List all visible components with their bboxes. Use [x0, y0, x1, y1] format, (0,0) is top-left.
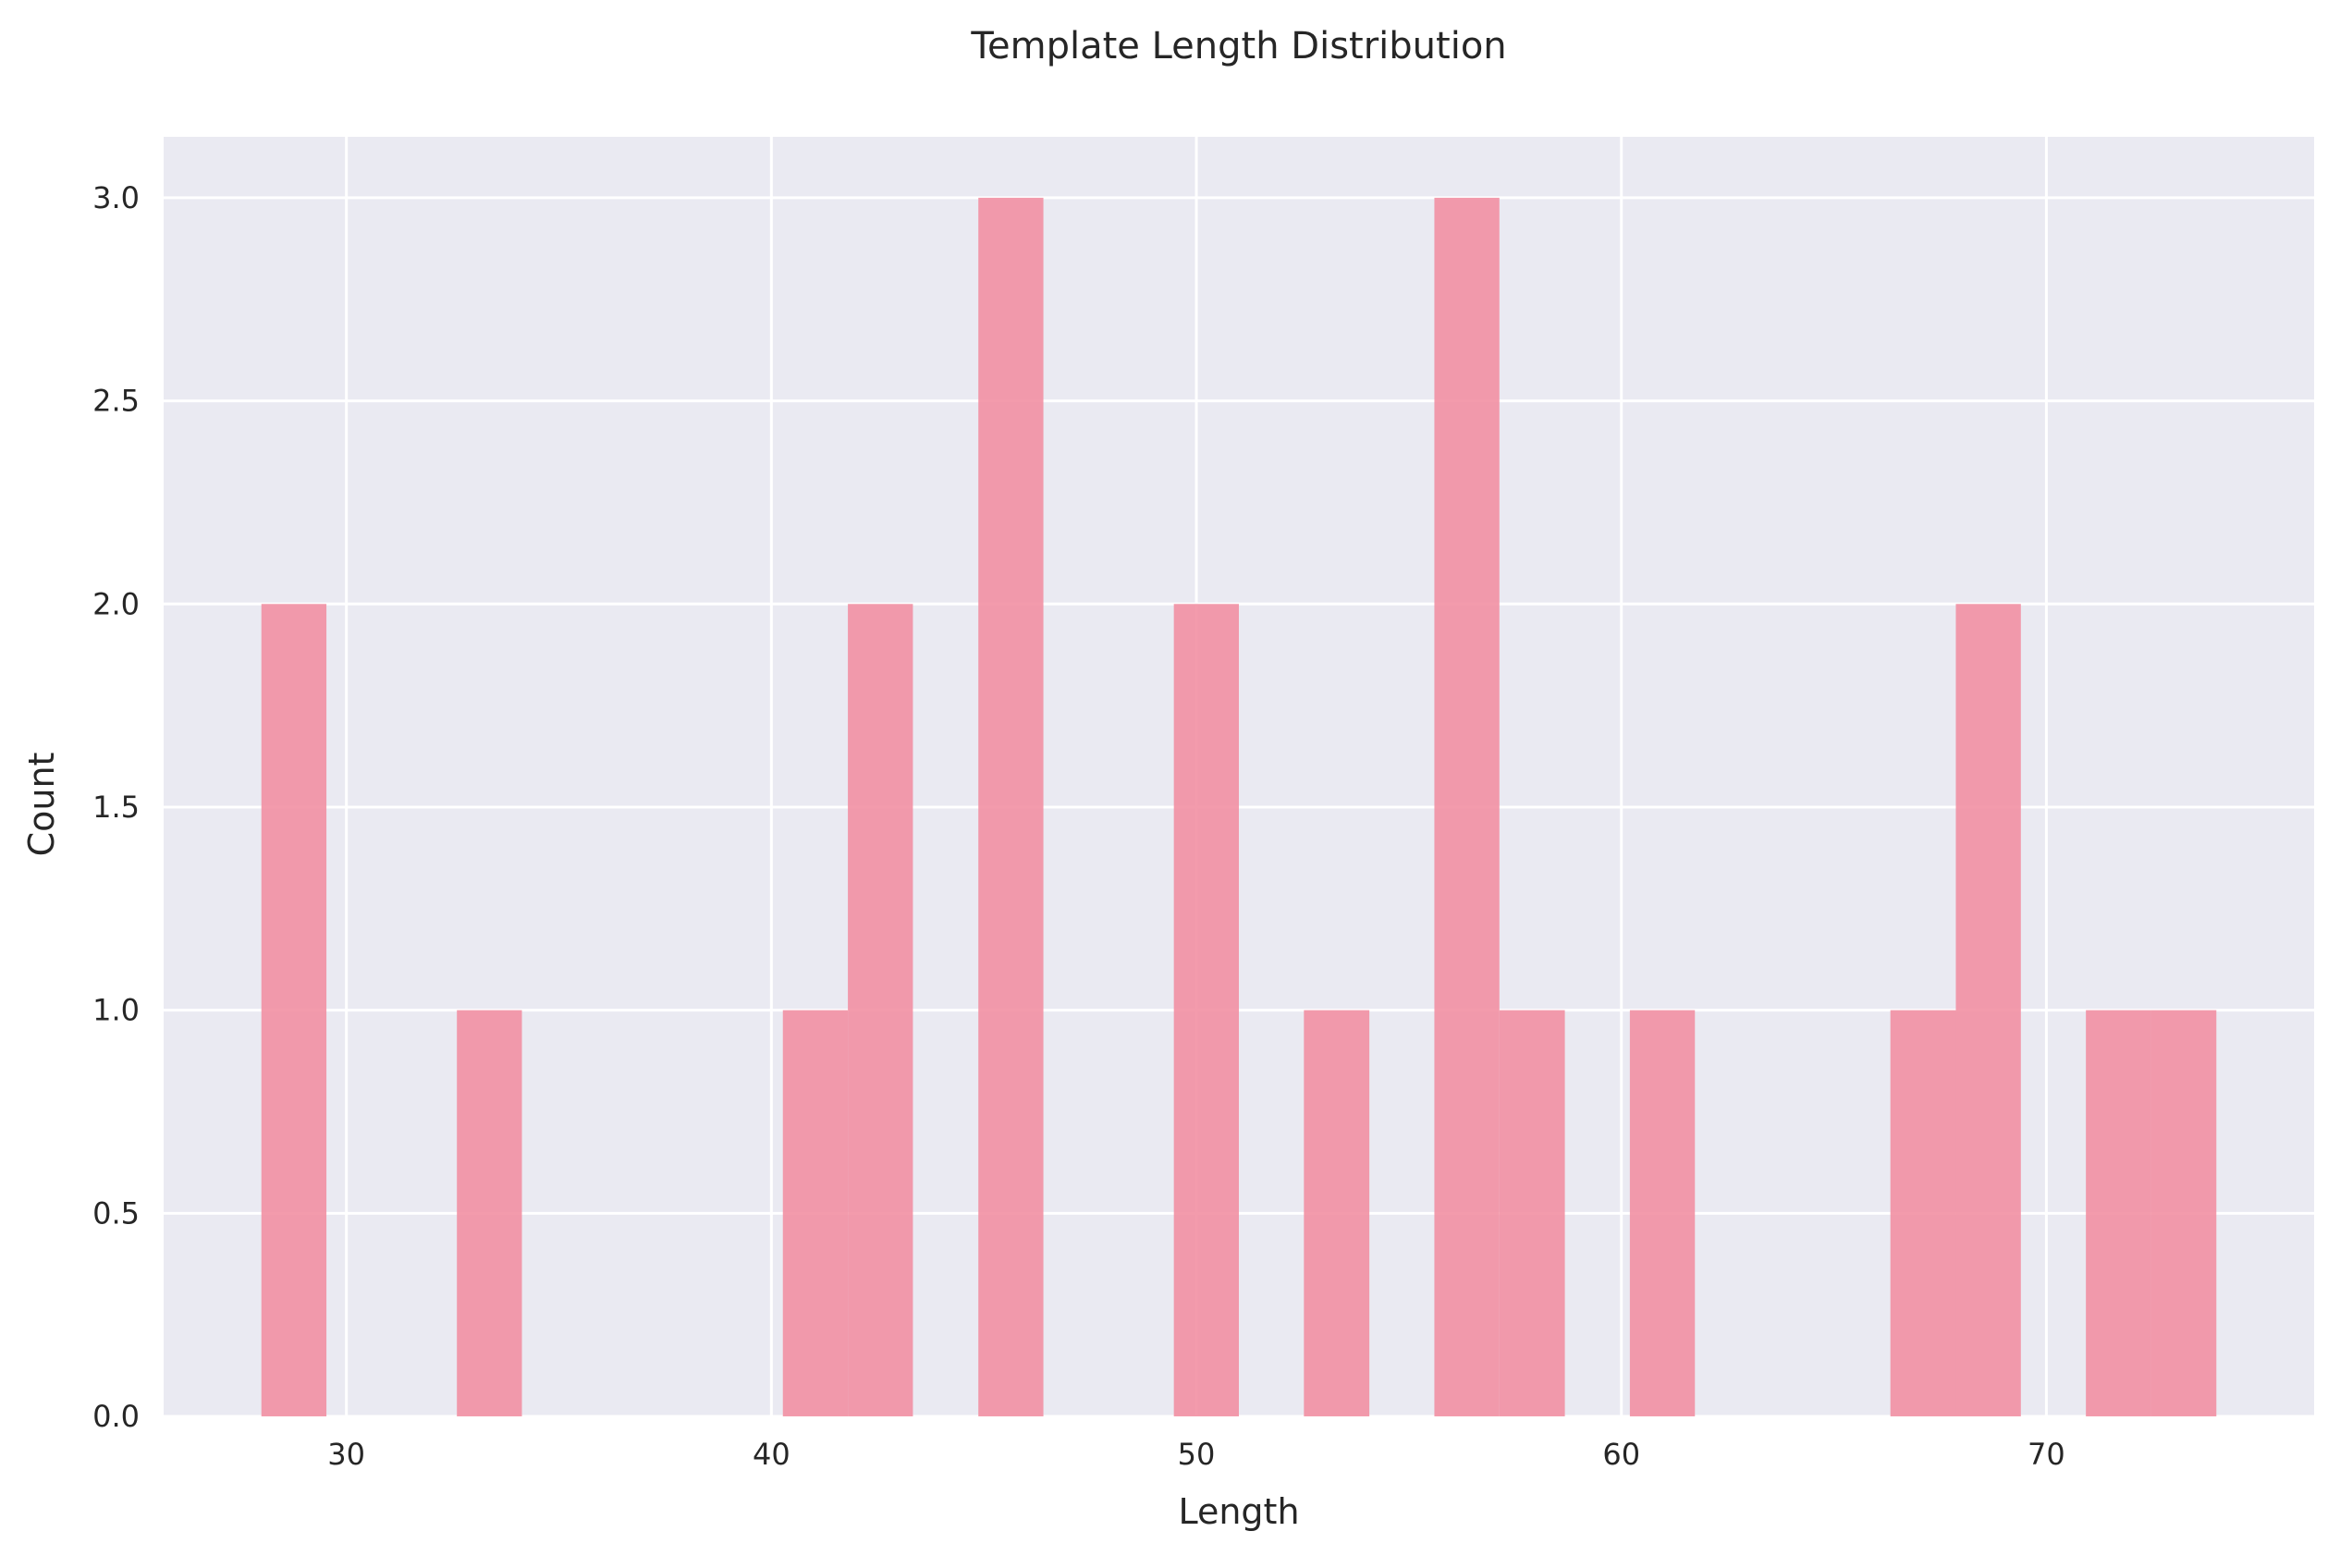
histogram-bar — [1304, 1010, 1370, 1416]
y-axis-label: Count — [21, 753, 62, 857]
y-tick-label: 1.5 — [92, 790, 140, 825]
x-tick-label: 70 — [2028, 1437, 2065, 1472]
histogram-bars — [261, 197, 2217, 1416]
histogram-bar — [2150, 1010, 2217, 1416]
histogram-bar — [1173, 604, 1239, 1416]
y-tick-label: 0.5 — [92, 1195, 140, 1231]
histogram-bar — [782, 1010, 849, 1416]
y-tick-label: 1.0 — [92, 993, 140, 1028]
histogram-bar — [978, 197, 1044, 1416]
histogram-bar — [848, 604, 913, 1416]
histogram-bar — [1955, 604, 2021, 1416]
y-tick-label: 0.0 — [92, 1399, 140, 1434]
histogram-bar — [1499, 1010, 1565, 1416]
chart-title: Template Length Distribution — [970, 25, 1506, 67]
histogram-bar — [1434, 197, 1500, 1416]
x-axis-label: Length — [1178, 1491, 1299, 1532]
y-tick-label: 3.0 — [92, 180, 140, 215]
histogram-bar — [457, 1010, 522, 1416]
histogram-bar — [1890, 1010, 1956, 1416]
y-tick-label: 2.0 — [92, 586, 140, 621]
x-tick-label: 40 — [753, 1437, 790, 1472]
histogram-bar — [2086, 1010, 2151, 1416]
x-tick-label: 30 — [327, 1437, 365, 1472]
x-tick-label: 60 — [1602, 1437, 1640, 1472]
histogram-bar — [261, 604, 327, 1416]
tick-labels: 30 40 50 60 70 0.0 0.5 1.0 1.5 2.0 2.5 3.0 — [92, 180, 2065, 1472]
y-tick-label: 2.5 — [92, 384, 140, 419]
x-tick-label: 50 — [1178, 1437, 1216, 1472]
histogram-bar — [1629, 1010, 1696, 1416]
